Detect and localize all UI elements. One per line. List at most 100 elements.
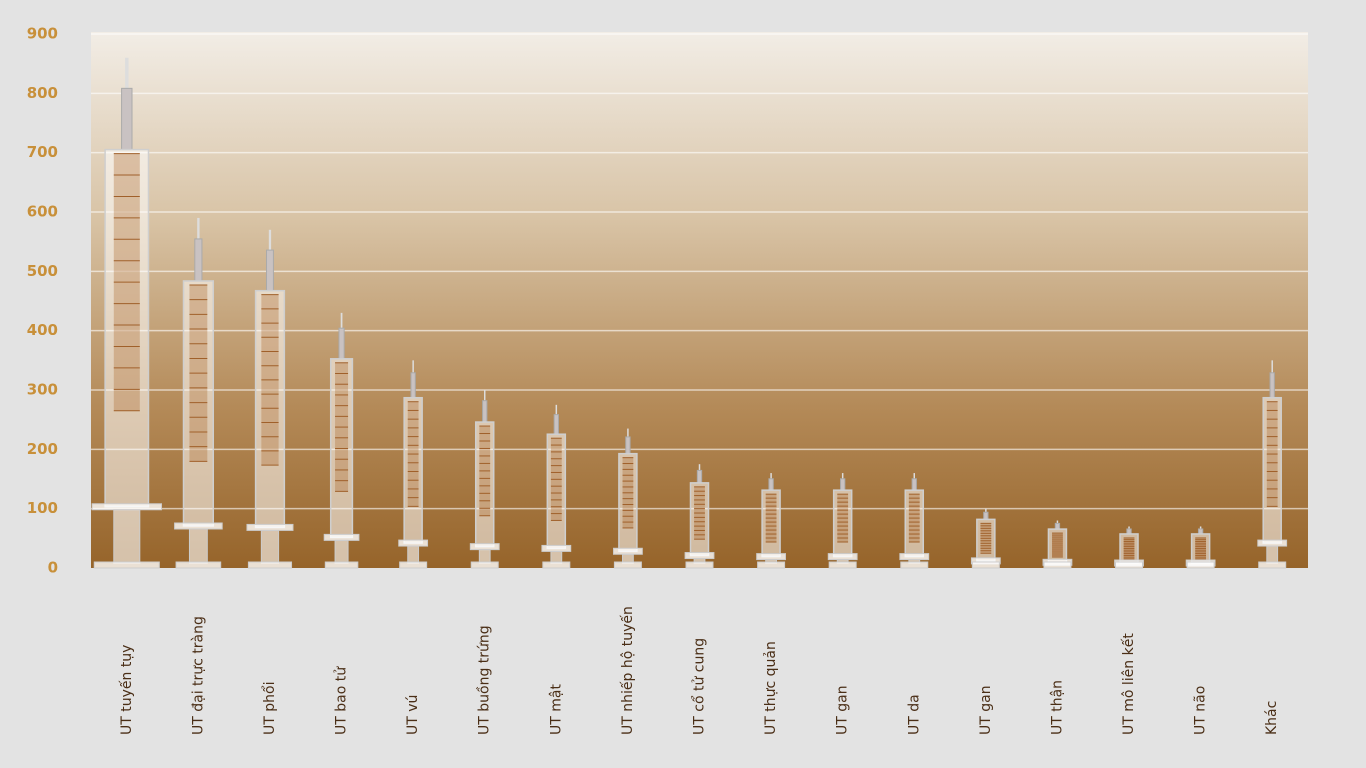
- syringe: [970, 508, 1001, 569]
- flange: [469, 543, 500, 551]
- needle-hub: [410, 372, 416, 399]
- x-tick-label: UT mô liên kết: [1120, 633, 1137, 735]
- syringe: [1114, 526, 1144, 569]
- x-tick-label: Khác: [1264, 701, 1280, 735]
- plunger-base: [971, 561, 1000, 569]
- syringe: [899, 473, 930, 569]
- x-tick-label: UT não: [1193, 686, 1209, 735]
- plunger: [113, 509, 141, 564]
- needle-hub: [625, 436, 631, 455]
- flange: [613, 547, 643, 555]
- x-tick-label: UT vú: [405, 695, 421, 735]
- plunger-base: [900, 561, 929, 569]
- plunger-base: [175, 561, 222, 569]
- plunger-base: [470, 561, 499, 569]
- syringe: [613, 428, 643, 569]
- barrel: [182, 280, 215, 527]
- x-tick-label: UT bao tử: [334, 666, 350, 735]
- plunger: [334, 539, 349, 564]
- syringe: [827, 473, 858, 569]
- flange: [91, 503, 162, 511]
- x-tick-label: UT buồng trứng: [476, 625, 493, 735]
- barrel: [254, 289, 286, 529]
- flange: [323, 533, 360, 541]
- flange: [756, 553, 786, 561]
- y-tick-label: 700: [27, 143, 58, 161]
- plunger-base: [613, 561, 642, 569]
- plunger-base: [399, 561, 428, 569]
- syringe: [398, 360, 429, 569]
- plunger-base: [685, 561, 714, 569]
- needle-hub: [768, 478, 774, 491]
- syringe: [246, 229, 294, 569]
- x-tick-label: UT thận: [1049, 680, 1065, 735]
- needle-hub: [194, 238, 203, 282]
- y-tick-label: 600: [27, 203, 58, 221]
- needle-hub: [840, 478, 846, 491]
- y-tick-label: 300: [27, 381, 58, 399]
- x-tick-label: UT thực quản: [763, 641, 779, 735]
- plunger: [407, 545, 420, 564]
- plunger-base: [1258, 561, 1287, 569]
- plunger-base: [1186, 561, 1215, 569]
- x-tick-label: UT nhiếp hộ tuyến: [619, 606, 636, 735]
- plunger-base: [93, 561, 160, 569]
- x-tick-label: UT gan: [978, 685, 994, 735]
- x-tick-label: UT đại trực tràng: [190, 616, 206, 735]
- syringe: [323, 312, 360, 569]
- flange: [684, 552, 715, 560]
- x-tick-label: UT da: [906, 694, 922, 735]
- plunger: [260, 529, 280, 564]
- y-tick-label: 900: [27, 25, 58, 43]
- flange: [246, 523, 294, 531]
- plunger: [550, 550, 563, 564]
- syringe: [469, 390, 500, 569]
- plunger-base: [324, 561, 359, 569]
- needle-hub: [911, 478, 917, 491]
- plunger-base: [247, 561, 293, 569]
- flange: [398, 539, 429, 547]
- plunger-base: [1043, 561, 1072, 569]
- syringe: [684, 464, 715, 569]
- needle-hub: [553, 414, 559, 435]
- y-tick-label: 100: [27, 499, 58, 517]
- flange: [899, 553, 930, 561]
- plunger-base: [542, 561, 571, 569]
- plunger-base: [757, 561, 786, 569]
- x-tick-label: UT gan: [835, 685, 851, 735]
- needle-hub: [338, 327, 345, 360]
- needle-hub: [121, 87, 133, 151]
- syringe: [756, 473, 786, 569]
- syringe: [1185, 526, 1216, 569]
- needle-hub: [482, 400, 488, 423]
- plunger-base: [1115, 561, 1144, 569]
- syringe: [1042, 520, 1073, 569]
- syringe: [174, 217, 223, 569]
- needle-hub: [983, 511, 989, 520]
- y-tick-label: 500: [27, 262, 58, 280]
- plunger: [1266, 545, 1279, 564]
- y-tick-label: 400: [27, 321, 58, 339]
- x-tick-label: UT tuyến tụy: [118, 645, 135, 735]
- syringe: [91, 57, 162, 569]
- plunger: [478, 549, 491, 564]
- needle-hub: [1054, 522, 1061, 530]
- y-tick-label: 200: [27, 440, 58, 458]
- x-tick-label: UT phổi: [261, 682, 278, 735]
- plunger-base: [828, 561, 857, 569]
- syringe: [541, 404, 572, 569]
- syringe: [1257, 360, 1288, 569]
- plunger: [188, 528, 208, 564]
- needle-hub: [696, 469, 703, 484]
- flange: [541, 544, 572, 552]
- x-tick-label: UT mật: [548, 684, 564, 735]
- flange: [827, 553, 858, 561]
- needle-hub: [1269, 372, 1275, 399]
- needle-hub: [266, 249, 274, 292]
- flange: [174, 522, 223, 530]
- x-tick-label: UT cổ tử cung: [691, 638, 708, 735]
- flange: [1257, 539, 1288, 547]
- barrel: [104, 148, 150, 508]
- y-tick-label: 0: [48, 559, 58, 577]
